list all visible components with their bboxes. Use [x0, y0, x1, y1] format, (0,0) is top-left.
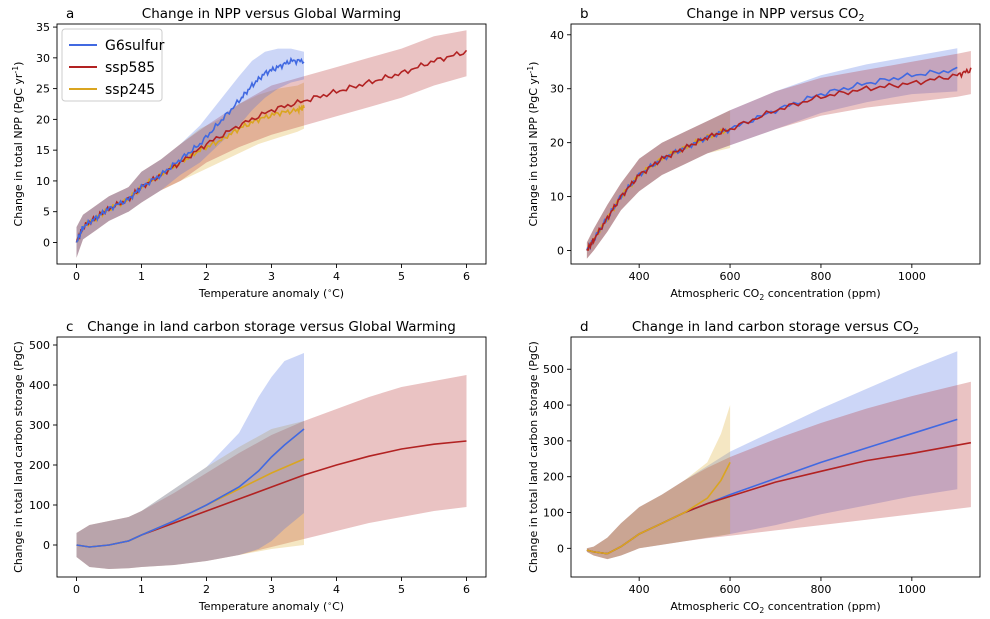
panel-title-c: Change in land carbon storage versus Glo…: [87, 319, 456, 335]
xtick-label-c-3: 3: [268, 583, 275, 596]
xtick-label-c-6: 6: [463, 583, 470, 596]
xtick-label-a-2: 2: [203, 270, 210, 283]
panel-letter-b: b: [580, 6, 589, 22]
ylabel-c: Change in total land carbon storage (PgC…: [12, 341, 25, 573]
ytick-label-a-5: 5: [43, 206, 50, 219]
xtick-label-a-0: 0: [73, 270, 80, 283]
line-G6sulfur-a: [75, 56, 305, 243]
ytick-label-b-0: 0: [557, 245, 564, 258]
ytick-label-c-400: 400: [29, 379, 50, 392]
ylabel-d: Change in total land carbon storage (PgC…: [527, 341, 540, 573]
xlabel-a: Temperature anomaly (∘C): [198, 286, 344, 300]
xtick-label-c-4: 4: [333, 583, 340, 596]
xtick-label-c-2: 2: [203, 583, 210, 596]
band-ssp245-c: [76, 421, 304, 569]
line-G6sulfur-c: [76, 428, 305, 548]
xtick-label-b-800: 800: [810, 270, 831, 283]
xtick-label-d-1000: 1000: [898, 583, 926, 596]
band-ssp245-d: [586, 405, 731, 560]
ylabel-b: Change in total NPP (PgC yr-1): [526, 62, 540, 227]
ytick-label-a-0: 0: [43, 236, 50, 249]
xtick-label-c-1: 1: [138, 583, 145, 596]
panel-letter-c: c: [66, 319, 73, 335]
xtick-label-a-5: 5: [398, 270, 405, 283]
ylabel-a: Change in total NPP (PgC yr-1): [11, 62, 25, 227]
line-ssp245-d: [586, 462, 731, 555]
xtick-label-b-1000: 1000: [898, 270, 926, 283]
panel-letter-a: a: [66, 6, 74, 22]
ytick-label-a-25: 25: [36, 83, 50, 96]
ytick-label-c-100: 100: [29, 499, 50, 512]
plot-area-a: [75, 30, 468, 258]
panel-title-d: Change in land carbon storage versus CO2: [632, 319, 919, 337]
band-ssp585-b: [586, 51, 971, 259]
ytick-label-a-30: 30: [36, 52, 50, 65]
xtick-label-c-0: 0: [73, 583, 80, 596]
band-ssp585-d: [586, 381, 971, 560]
ytick-label-b-20: 20: [550, 137, 564, 150]
panel-b: 400 600 800 1000 0 10 20 30 40 Change in NPP vers…: [526, 6, 981, 302]
ytick-label-a-15: 15: [36, 144, 50, 157]
band-G6sulfur-b: [586, 48, 958, 259]
xtick-label-d-600: 600: [720, 583, 741, 596]
xtick-label-b-400: 400: [629, 270, 650, 283]
ytick-label-b-30: 30: [550, 83, 564, 96]
panel-d: 400 600 800 1000 0 100 200 300 400 500 Change in l…: [527, 319, 981, 615]
ytick-label-d-400: 400: [543, 399, 564, 412]
xlabel-c: Temperature anomaly (∘C): [198, 599, 344, 613]
panel-title-a: Change in NPP versus Global Warming: [142, 6, 401, 22]
legend-label-ssp245: ssp245: [105, 82, 155, 98]
xtick-label-b-600: 600: [720, 270, 741, 283]
legend-label-ssp585: ssp585: [105, 60, 155, 76]
band-G6sulfur-c: [76, 353, 304, 569]
ytick-label-d-0: 0: [557, 542, 564, 555]
xtick-label-a-1: 1: [138, 270, 145, 283]
axes-frame-b: [570, 23, 981, 265]
xlabel-b: Atmospheric CO2 concentration (ppm): [670, 287, 880, 302]
panel-c: 0 1 2 3 4 5 6 0 100 200 300 400 500 Change in land ca…: [12, 319, 487, 613]
plot-area-c: [76, 353, 467, 569]
xtick-label-a-6: 6: [463, 270, 470, 283]
xtick-label-d-400: 400: [629, 583, 650, 596]
ytick-label-c-200: 200: [29, 459, 50, 472]
ytick-label-d-200: 200: [543, 471, 564, 484]
legend-box: [61, 28, 163, 102]
line-ssp585-b: [586, 67, 972, 251]
band-ssp585-a: [76, 30, 467, 258]
ytick-label-b-10: 10: [550, 191, 564, 204]
ytick-label-d-300: 300: [543, 435, 564, 448]
ytick-label-a-35: 35: [36, 21, 50, 34]
xtick-label-c-5: 5: [398, 583, 405, 596]
legend-label-G6sulfur: G6sulfur: [105, 38, 165, 54]
xtick-label-a-4: 4: [333, 270, 340, 283]
ytick-label-c-0: 0: [43, 539, 50, 552]
ytick-label-b-40: 40: [550, 29, 564, 42]
panel-title-b: Change in NPP versus CO2: [686, 6, 864, 24]
xlabel-d: Atmospheric CO2 concentration (ppm): [670, 600, 880, 615]
band-G6sulfur-d: [586, 351, 958, 560]
xtick-label-d-800: 800: [810, 583, 831, 596]
ytick-label-d-100: 100: [543, 507, 564, 520]
plot-area-b: [586, 48, 972, 259]
ytick-label-d-500: 500: [543, 363, 564, 376]
panel-a: 0 1 2 3 4 5 6 0 5 10 15 20 25 30 35 Change in NPP versu…: [11, 6, 487, 300]
ytick-label-a-10: 10: [36, 175, 50, 188]
ytick-label-c-300: 300: [29, 419, 50, 432]
band-ssp245-b: [586, 110, 731, 259]
panel-letter-d: d: [580, 319, 589, 335]
ytick-label-a-20: 20: [36, 113, 50, 126]
ytick-label-c-500: 500: [29, 339, 50, 352]
xtick-label-a-3: 3: [268, 270, 275, 283]
axes-frame-d: [570, 336, 981, 578]
legend: G6sulfur ssp585 ssp245: [61, 28, 165, 102]
plot-area-d: [586, 351, 972, 560]
